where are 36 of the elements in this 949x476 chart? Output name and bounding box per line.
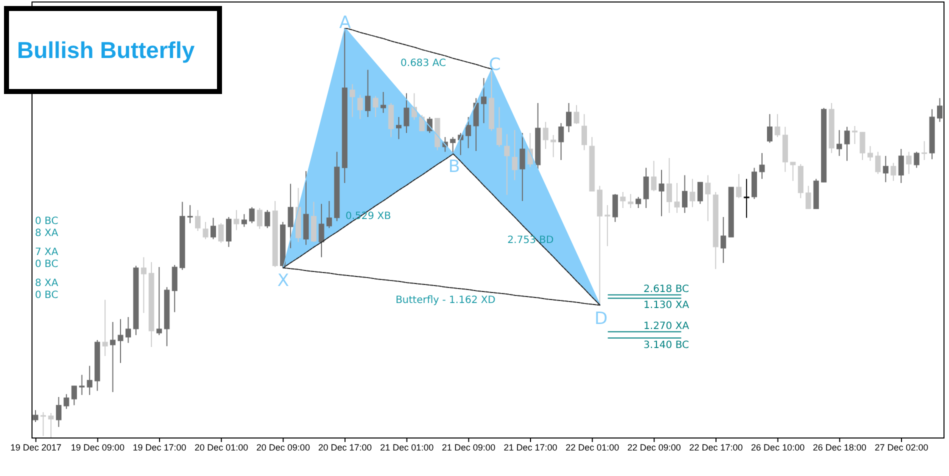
annotation: 8 XA: [35, 278, 58, 289]
annotation: C: [488, 55, 501, 75]
x-tick-label: 27 Dec 02:00: [874, 442, 928, 452]
x-tick-label: 20 Dec 17:00: [318, 442, 372, 452]
annotation: 0 BC: [35, 259, 58, 270]
annotation: A: [339, 13, 352, 33]
annotation: 0.529 XB: [345, 211, 392, 222]
x-tick-label: 19 Dec 17:00: [132, 442, 186, 452]
x-tick-label: 26 Dec 10:00: [751, 442, 805, 452]
annotation: X: [277, 271, 290, 291]
ref-line-label: 1.270 XA: [644, 320, 690, 332]
x-tick-label: 21 Dec 09:00: [442, 442, 496, 452]
x-tick-label: 19 Dec 2017: [10, 442, 62, 452]
annotation: 2.753 BD: [507, 235, 554, 246]
ref-line-label: 3.140 BC: [644, 340, 690, 351]
annotation: 0 BC: [35, 216, 58, 227]
annotation: B: [448, 157, 460, 177]
ref-line-label: 1.130 XA: [644, 300, 690, 312]
x-tick-label: 19 Dec 09:00: [70, 442, 124, 452]
x-tick-label: 22 Dec 01:00: [566, 442, 620, 452]
x-tick-label: 22 Dec 17:00: [689, 442, 743, 452]
x-tick-label: 22 Dec 09:00: [627, 442, 681, 452]
annotation: 0 BC: [35, 290, 58, 301]
x-tick-label: 20 Dec 01:00: [194, 442, 248, 452]
ref-line-label: 2.618 BC: [644, 284, 690, 295]
annotation: 8 XA: [35, 228, 58, 239]
x-tick-label: 20 Dec 09:00: [256, 442, 310, 452]
chart-title: Bullish Butterfly: [17, 36, 195, 64]
x-tick-label: 21 Dec 01:00: [380, 442, 434, 452]
annotation: 7 XA: [35, 247, 58, 258]
annotation: D: [594, 309, 608, 329]
annotation: Butterfly - 1.162 XD: [396, 295, 496, 306]
x-tick-label: 26 Dec 18:00: [812, 442, 866, 452]
title-box: Bullish Butterfly: [4, 6, 222, 94]
x-tick-label: 21 Dec 17:00: [504, 442, 558, 452]
annotation: 0.683 AC: [400, 58, 446, 69]
